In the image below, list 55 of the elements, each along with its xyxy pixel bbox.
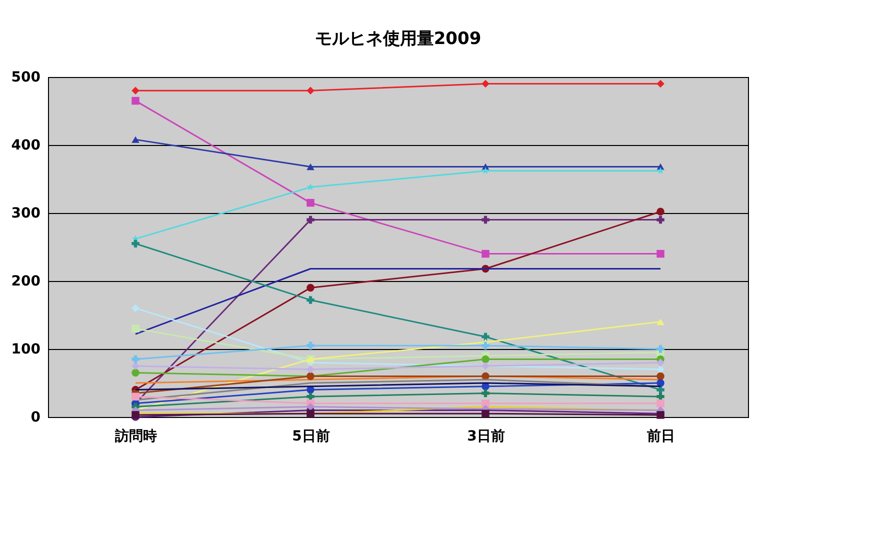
y-tick-label: 300: [11, 206, 41, 222]
point: [482, 250, 490, 258]
point: [656, 216, 664, 224]
point: [482, 166, 490, 174]
y-tick-label: 200: [11, 274, 41, 290]
point: [132, 368, 140, 377]
point: [306, 198, 314, 207]
point: [656, 250, 664, 258]
point: [306, 163, 314, 170]
point: [656, 80, 664, 88]
point: [482, 342, 490, 350]
point: [306, 86, 314, 94]
point: [132, 392, 140, 400]
point: [656, 318, 664, 326]
y-tick-label: 400: [11, 138, 41, 154]
point: [656, 345, 664, 353]
point: [306, 183, 314, 190]
point: [656, 366, 664, 374]
x-tick-label: 5日前: [292, 428, 330, 444]
point: [132, 136, 140, 143]
point: [482, 80, 490, 88]
point: [656, 379, 664, 387]
point: [656, 372, 664, 380]
point: [306, 410, 314, 418]
x-tick-label: 訪問時: [114, 428, 157, 444]
chart-title: モルヒネ使用量2009: [314, 29, 482, 49]
point: [132, 324, 140, 332]
y-tick-label: 0: [30, 410, 41, 426]
point: [656, 358, 664, 366]
point: [132, 304, 140, 312]
point: [482, 216, 490, 224]
point: [306, 366, 314, 374]
point: [656, 166, 664, 174]
x-tick-label: 前日: [646, 428, 675, 444]
y-tick-label: 100: [11, 342, 41, 358]
point: [132, 86, 140, 94]
x-tick-label: 3日前: [467, 428, 505, 444]
point: [306, 284, 314, 292]
point: [656, 400, 664, 408]
point: [656, 392, 664, 400]
y-tick-label: 500: [11, 70, 41, 86]
point: [482, 332, 490, 341]
point: [132, 96, 140, 105]
point: [482, 389, 490, 398]
point: [132, 240, 140, 248]
point: [306, 402, 314, 411]
point: [306, 296, 314, 304]
point: [306, 216, 314, 224]
point: [306, 392, 314, 400]
point: [656, 208, 664, 216]
point: [132, 355, 140, 364]
point: [306, 342, 314, 350]
point: [482, 355, 490, 364]
point: [482, 410, 490, 418]
point: [132, 362, 140, 370]
